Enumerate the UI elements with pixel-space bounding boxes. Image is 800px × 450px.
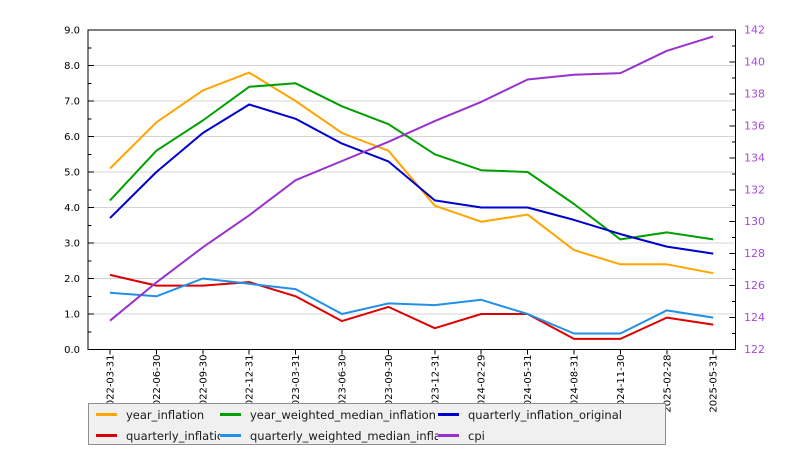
x-tick-label: 2024-11-30 <box>616 355 627 413</box>
legend-item-quarterly_weighted_median_inflation: quarterly_weighted_median_inflation <box>220 429 438 443</box>
y-tick-label-left: 7.0 <box>64 97 80 108</box>
y-tick-label-right: 126 <box>744 279 765 292</box>
x-tick-label: 2022-09-30 <box>198 355 209 413</box>
legend-label: cpi <box>468 428 485 443</box>
gridlines <box>89 65 735 315</box>
x-tick-label: 2025-02-28 <box>662 355 673 413</box>
x-tick-label: 2023-06-30 <box>338 355 349 413</box>
y-tick-label-right: 142 <box>744 24 765 37</box>
legend-item-year_inflation: year_inflation <box>96 408 220 422</box>
axis-ticks <box>88 29 736 355</box>
legend-line-swatch <box>220 413 241 416</box>
y-tick-label-right: 124 <box>744 311 765 324</box>
legend-item-quarterly_inflation: quarterly_inflation <box>96 429 220 443</box>
x-tick-label: 2023-12-31 <box>430 355 441 413</box>
x-tick-label: 2024-08-31 <box>570 355 581 413</box>
legend-label: quarterly_weighted_median_inflation <box>250 428 438 443</box>
y-tick-label-left: 0.0 <box>64 345 80 356</box>
legend-label: quarterly_inflation <box>126 428 220 443</box>
y-tick-label-right: 130 <box>744 215 765 228</box>
y-tick-label-left: 9.0 <box>64 26 80 37</box>
x-tick-label: 2024-05-31 <box>523 355 534 413</box>
legend: year_inflation year_weighted_median_infla… <box>88 403 666 445</box>
series-line-quarterly_weighted_median_inflation <box>109 277 714 335</box>
legend-line-swatch <box>438 413 459 416</box>
y-axis-right-labels: 122 124 126 128 130 132 134 136 138 140 142 <box>744 24 765 357</box>
series-line-year_inflation <box>109 71 714 275</box>
series-line-quarterly_inflation <box>109 273 714 340</box>
legend-label: year_inflation <box>126 407 205 422</box>
x-tick-label: 2025-05-31 <box>709 355 720 413</box>
legend-item-quarterly_inflation_original: quarterly_inflation_original <box>438 408 665 422</box>
x-tick-label: 2024-02-29 <box>477 355 488 413</box>
y-tick-label-left: 8.0 <box>64 61 80 72</box>
y-tick-label-left: 4.0 <box>64 203 80 214</box>
y-tick-label-right: 138 <box>744 87 765 100</box>
x-tick-label: 2023-03-31 <box>291 355 302 413</box>
y-tick-label-right: 136 <box>744 119 765 132</box>
legend-line-swatch <box>438 434 459 437</box>
y-tick-label-left: 5.0 <box>64 168 80 179</box>
legend-line-swatch <box>96 434 117 437</box>
y-tick-label-right: 134 <box>744 151 765 164</box>
legend-item-cpi: cpi <box>438 429 665 443</box>
y-tick-label-right: 140 <box>744 55 765 68</box>
x-tick-label: 2022-06-30 <box>152 355 163 413</box>
y-tick-label-left: 6.0 <box>64 132 80 143</box>
legend-label: year_weighted_median_inflation <box>250 407 436 422</box>
legend-line-swatch <box>220 434 241 437</box>
x-tick-label: 2022-12-31 <box>245 355 256 413</box>
y-tick-label-right: 122 <box>744 343 765 356</box>
x-tick-label: 2023-09-30 <box>384 355 395 413</box>
plot-frame <box>87 29 736 350</box>
y-tick-label-right: 132 <box>744 183 765 196</box>
series-line-year_weighted_median_inflation <box>109 82 714 241</box>
series-line-quarterly_inflation_original <box>109 103 714 255</box>
y-tick-label-right: 128 <box>744 247 765 260</box>
legend-line-swatch <box>96 413 117 416</box>
series-line-cpi <box>109 35 714 322</box>
y-tick-label-left: 3.0 <box>64 239 80 250</box>
y-axis-left-labels: 0.0 1.0 2.0 3.0 4.0 5.0 6.0 7.0 8.0 9.0 <box>64 26 80 357</box>
x-axis-labels: 2022-03-31 2022-06-30 2022-09-30 2022-12-31… <box>106 355 720 413</box>
y-tick-label-left: 2.0 <box>64 274 80 285</box>
legend-label: quarterly_inflation_original <box>468 407 622 422</box>
legend-item-year_weighted_median_inflation: year_weighted_median_inflation <box>220 408 438 422</box>
y-tick-label-left: 1.0 <box>64 310 80 321</box>
x-tick-label: 2022-03-31 <box>106 355 117 413</box>
